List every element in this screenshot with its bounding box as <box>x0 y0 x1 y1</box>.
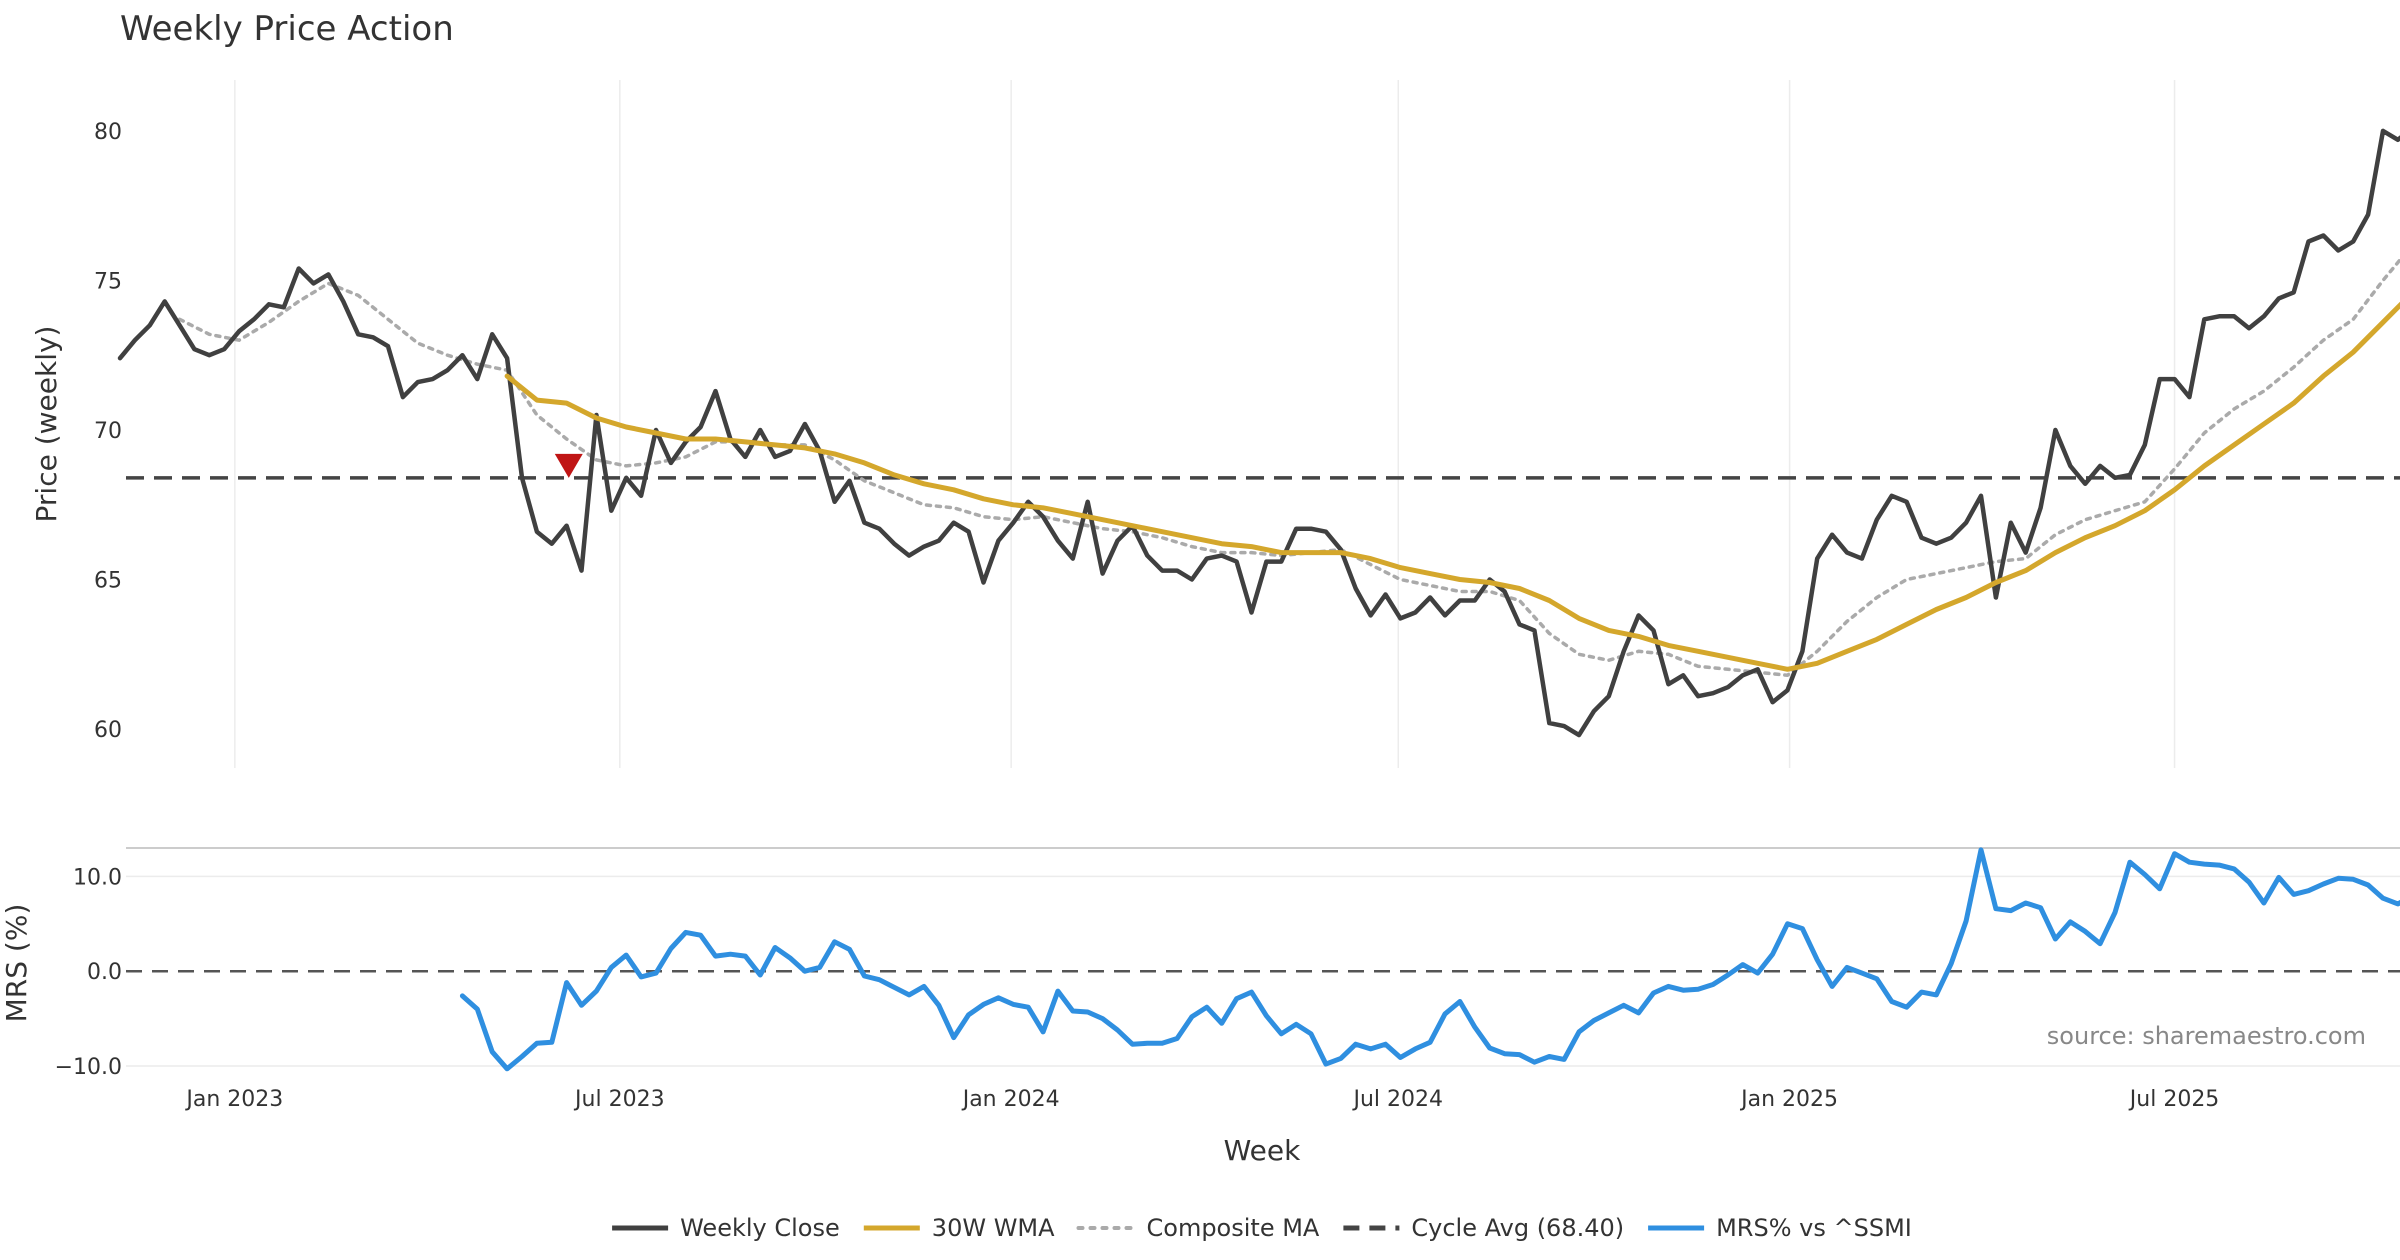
legend: Weekly Close 30W WMA Composite MA Cycle Avg… <box>612 1214 1912 1242</box>
legend-item-cycle-avg-68-40: Cycle Avg (68.40) <box>1343 1214 1624 1242</box>
legend-label-mrs-vs-ssmi: MRS% vs ^SSMI <box>1716 1214 1912 1242</box>
series-line-mrs-vs-ssmi <box>459 847 2400 1072</box>
mrs-y-tick-10-0: 10.0 <box>73 865 122 890</box>
series-line-30w-wma <box>504 301 2400 672</box>
x-tick-jan-2023: Jan 2023 <box>184 1087 283 1112</box>
legend-item-30w-wma: 30W WMA <box>863 1214 1055 1242</box>
legend-item-weekly-close: Weekly Close <box>612 1214 840 1242</box>
mrs-y-ticks: 10.0 0.0 −10.0 <box>55 865 122 1080</box>
price-y-tick-80: 80 <box>94 120 122 145</box>
source-note: source: sharemaestro.com <box>2047 1022 2366 1050</box>
x-tick-jul-2025: Jul 2025 <box>2128 1087 2220 1112</box>
legend-item-mrs-vs-ssmi: MRS% vs ^SSMI <box>1648 1214 1912 1242</box>
price-y-ticks: 60 65 70 75 80 <box>94 120 122 743</box>
legend-label-weekly-close: Weekly Close <box>680 1214 840 1242</box>
legend-label-composite-ma: Composite MA <box>1147 1214 1320 1242</box>
mrs-y-tick-0-0: 0.0 <box>87 960 122 985</box>
x-axis-ticks: Jan 2023 Jul 2023 Jan 2024 Jul 2024 Jan 2025… <box>184 1087 2219 1112</box>
mrs-y-axis-label: MRS (%) <box>0 904 33 1023</box>
price-y-axis-label: Price (weekly) <box>30 326 63 523</box>
price-y-tick-65: 65 <box>94 569 122 594</box>
signal-marker-group <box>554 453 583 478</box>
x-tick-jan-2024: Jan 2024 <box>961 1087 1060 1112</box>
grid-lines <box>126 80 2400 1067</box>
series-line-weekly-close <box>117 128 2400 738</box>
x-axis-label: Week <box>1224 1134 1301 1167</box>
legend-label-cycle-avg-68-40: Cycle Avg (68.40) <box>1411 1214 1624 1242</box>
price-y-tick-70: 70 <box>94 419 122 444</box>
series-line-composite-ma <box>177 257 2400 678</box>
legend-item-composite-ma: Composite MA <box>1076 1214 1320 1242</box>
price-y-tick-75: 75 <box>94 269 122 294</box>
signal-marker-triangle <box>554 453 583 478</box>
chart-title: Weekly Price Action <box>120 9 454 49</box>
x-tick-jul-2024: Jul 2024 <box>1351 1087 1443 1112</box>
x-tick-jan-2025: Jan 2025 <box>1739 1087 1838 1112</box>
x-tick-jul-2023: Jul 2023 <box>573 1087 665 1112</box>
price-y-tick-60: 60 <box>94 718 122 743</box>
mrs-series <box>459 847 2400 1072</box>
legend-label-30w-wma: 30W WMA <box>932 1214 1055 1242</box>
mrs-y-tick-10-0: −10.0 <box>55 1055 122 1080</box>
price-series <box>117 128 2400 738</box>
